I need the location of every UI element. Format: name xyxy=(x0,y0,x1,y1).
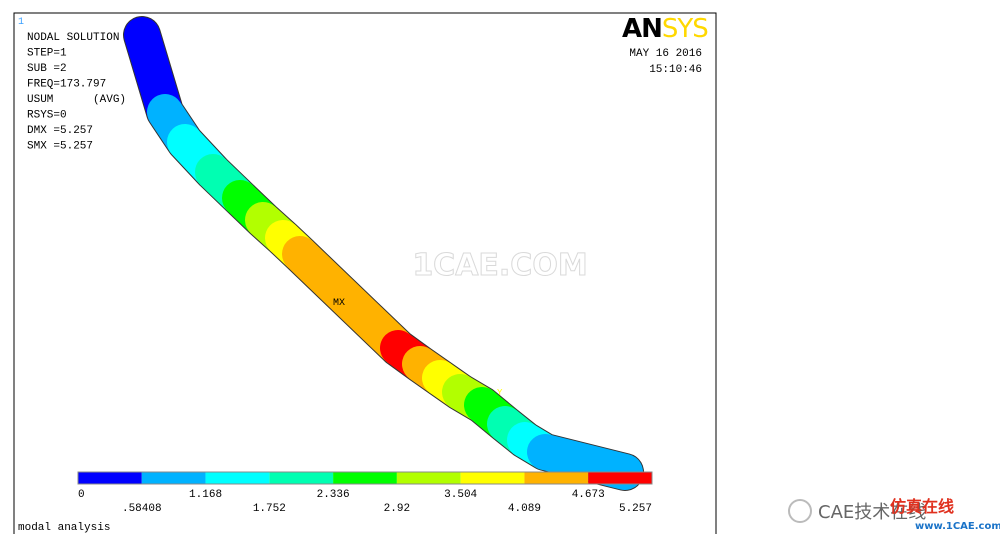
legend-label: 4.089 xyxy=(508,503,541,515)
max-label: MX xyxy=(333,298,345,309)
window-number: 1 xyxy=(18,17,24,28)
info-line: RSYS=0 xyxy=(27,110,67,122)
info-line: FREQ=173.797 xyxy=(27,79,106,91)
beam-segment xyxy=(527,434,643,490)
info-line: USUM (AVG) xyxy=(27,94,126,106)
logo-an: AN xyxy=(622,14,662,44)
legend-swatch xyxy=(141,472,206,484)
info-line: NODAL SOLUTION xyxy=(27,32,119,44)
legend-label: 2.92 xyxy=(384,503,410,515)
legend: 0 .58408 1.168 1.752 2.336 2.92 3.504 4.089 4.67… xyxy=(77,471,653,515)
ansys-logo: ANSYS xyxy=(622,14,708,44)
info-line: SMX =5.257 xyxy=(27,141,93,153)
logo-sys: SYS xyxy=(662,14,708,44)
legend-label: 5.257 xyxy=(619,503,652,515)
legend-swatch xyxy=(524,472,589,484)
time: 15:10:46 xyxy=(649,64,702,76)
info-line: STEP=1 xyxy=(27,48,67,60)
legend-label: 2.336 xyxy=(317,489,350,501)
watermark: 1CAE.COM xyxy=(412,248,587,283)
legend-label: 0 xyxy=(78,489,85,501)
legend-label: 1.168 xyxy=(189,489,222,501)
legend-swatch xyxy=(78,472,142,484)
axis-label: Y xyxy=(497,388,503,398)
legend-label: 4.673 xyxy=(572,489,605,501)
legend-swatch xyxy=(269,472,334,484)
legend-label: 3.504 xyxy=(444,489,477,501)
brand-icon xyxy=(788,499,812,523)
brand-name: CAE技术在线 xyxy=(818,502,926,523)
legend-label: .58408 xyxy=(122,503,162,515)
beam-segment xyxy=(282,236,416,366)
info-line: DMX =5.257 xyxy=(27,125,93,137)
legend-swatch xyxy=(588,472,652,484)
beam-model xyxy=(123,16,644,491)
legend-label: 1.752 xyxy=(253,503,286,515)
bottom-title: modal analysis xyxy=(18,522,110,534)
brand: CAE技术在线 仿真在线 www.1CAE.com xyxy=(788,497,1000,532)
solution-info: NODAL SOLUTION STEP=1 SUB =2 FREQ=173.797 US… xyxy=(27,32,126,153)
brand-url: www.1CAE.com xyxy=(915,521,1000,532)
legend-swatch xyxy=(333,472,397,484)
info-line: SUB =2 xyxy=(27,63,67,75)
date: MAY 16 2016 xyxy=(629,48,702,60)
brand-tagline: 仿真在线 xyxy=(890,497,954,516)
legend-swatch xyxy=(205,472,270,484)
legend-swatch xyxy=(396,472,461,484)
legend-frame xyxy=(77,471,653,485)
legend-swatch xyxy=(460,472,525,484)
